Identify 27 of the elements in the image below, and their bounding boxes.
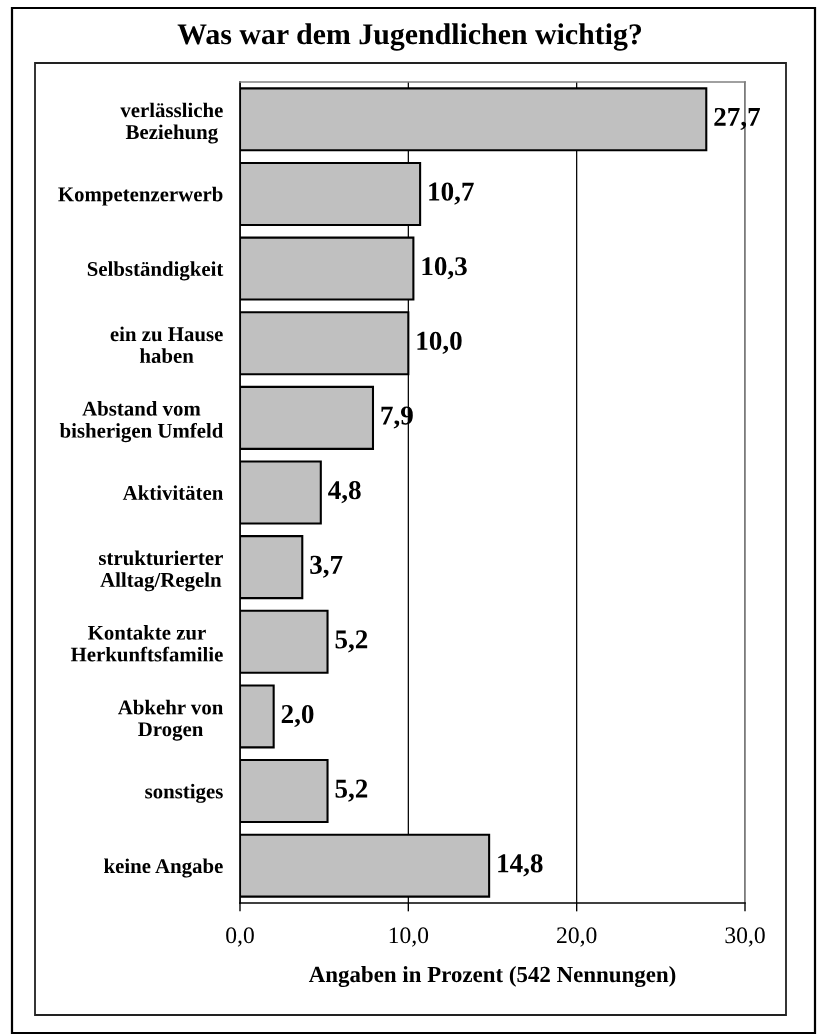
data-label: 5,2	[335, 630, 368, 653]
y-tick-label: strukturierter Alltag/Regeln	[99, 550, 223, 592]
chart-title: Was war dem Jugendlichen wichtig?	[177, 23, 642, 51]
y-tick-label: verlässliche Beziehung	[120, 102, 223, 144]
data-label: 5,2	[335, 779, 368, 802]
y-tick-label: keine Angabe	[104, 858, 223, 878]
data-label: 27,7	[714, 107, 760, 131]
x-axis-title: Angaben in Prozent (542 Nennungen)	[308, 966, 676, 988]
data-label: 2,0	[281, 704, 314, 728]
data-label: 10,0	[417, 331, 462, 354]
y-tick-label: Aktivitäten	[122, 485, 224, 500]
x-tick-label: 10,0	[389, 927, 429, 947]
data-label: 4,8	[328, 481, 361, 504]
x-tick-label: 20,0	[557, 927, 597, 947]
data-label: 14,8	[498, 854, 543, 877]
data-label: 3,7	[310, 555, 343, 578]
y-tick-label: Abstand vom bisherigen Umfeld	[59, 401, 224, 443]
y-tick-label: sonstiges	[145, 783, 223, 803]
y-tick-label: Abkehr von Drogen	[117, 699, 224, 741]
x-tick-label: 0,0	[226, 927, 254, 947]
y-tick-label: Selbständigkeit	[87, 261, 224, 281]
y-tick-label: Kontakte zur Herkunftsfamilie	[70, 625, 223, 662]
data-label: 10,7	[429, 182, 474, 205]
data-label: 10,3	[422, 257, 467, 280]
y-tick-label: ein zu Hause haben	[110, 326, 223, 363]
x-tick-label: 30,0	[725, 927, 765, 947]
y-tick-label: Kompetenzerwerb	[58, 186, 223, 206]
